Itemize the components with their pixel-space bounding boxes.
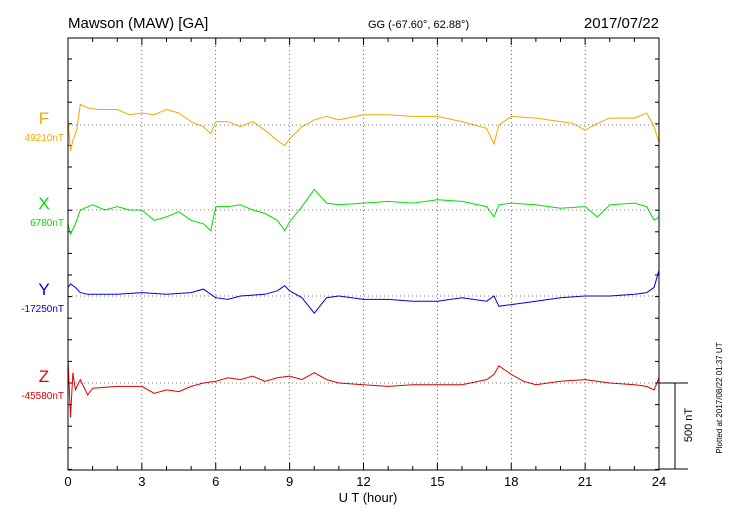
series-baseline-value-z: -45580nT (21, 391, 64, 402)
x-tick-label: 0 (64, 474, 71, 489)
date-label: 2017/07/22 (584, 15, 659, 32)
station-title: Mawson (MAW) [GA] (68, 15, 208, 32)
x-tick-label: 15 (430, 474, 444, 489)
scale-bar (659, 382, 688, 470)
x-tick-label: 9 (286, 474, 293, 489)
series-name-f: F (39, 109, 49, 128)
axis-ticks (67, 38, 660, 470)
x-tick-label: 24 (652, 474, 666, 489)
x-tick-label: 6 (212, 474, 219, 489)
x-axis-label: U T (hour) (339, 490, 398, 505)
series-name-z: Z (39, 367, 49, 386)
x-tick-label: 21 (578, 474, 592, 489)
series-line-x (67, 188, 660, 236)
series-labels: F 49210nT X 6780nT Y -17250nT Z -45580nT (21, 109, 64, 402)
x-tick-label: 3 (138, 474, 145, 489)
series-line-f (67, 103, 660, 151)
series-line-y (67, 270, 660, 315)
coordinates-label: GG (-67.60°, 62.88°) (368, 19, 469, 31)
x-tick-labels: 0 3 6 9 12 15 18 21 24 (64, 474, 666, 489)
series-name-y: Y (38, 280, 49, 299)
plotted-at-note: Plotted at 2017/08/22 01:37 UT (715, 342, 724, 453)
series-baseline-value-x: 6780nT (30, 218, 64, 229)
series-baseline-value-f: 49210nT (25, 133, 64, 144)
series-name-x: X (38, 194, 49, 213)
plot-frame (67, 37, 660, 471)
series-baselines (68, 124, 659, 384)
series-baseline-value-y: -17250nT (21, 304, 64, 315)
scale-bar-label: 500 nT (683, 408, 695, 443)
x-tick-label: 12 (356, 474, 370, 489)
series-line-z (67, 358, 660, 418)
series-lines (67, 103, 660, 418)
x-tick-label: 18 (504, 474, 518, 489)
grid-lines (141, 38, 586, 470)
